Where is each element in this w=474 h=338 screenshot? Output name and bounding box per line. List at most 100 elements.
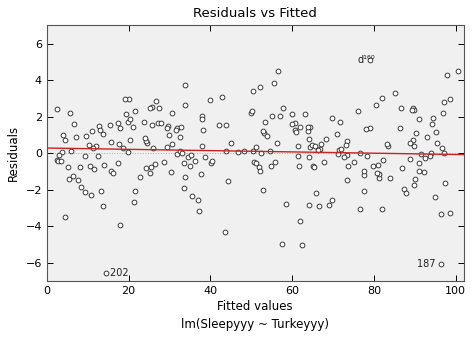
Point <box>148 122 155 127</box>
Point <box>410 143 418 148</box>
Point <box>356 206 364 211</box>
Point <box>306 144 314 150</box>
Point <box>378 96 385 101</box>
Point <box>295 144 302 149</box>
Point <box>267 163 275 169</box>
Point <box>335 148 342 153</box>
Point <box>206 97 214 103</box>
Point <box>130 199 137 204</box>
Point <box>224 178 232 184</box>
Point <box>108 139 115 145</box>
Point <box>440 151 448 156</box>
Point <box>77 184 85 190</box>
Point <box>334 151 342 156</box>
Point <box>126 117 134 122</box>
Point <box>310 165 318 170</box>
Point <box>283 201 290 207</box>
Point <box>257 150 265 155</box>
Point <box>361 172 368 177</box>
Point <box>316 203 323 209</box>
Point <box>131 188 138 193</box>
Point <box>305 154 312 160</box>
Point <box>292 130 300 135</box>
X-axis label: Fitted values
lm(Sleepyyy ~ Turkeyyy): Fitted values lm(Sleepyyy ~ Turkeyyy) <box>182 300 329 331</box>
Point <box>116 141 123 147</box>
Point <box>92 143 100 148</box>
Point <box>323 137 330 142</box>
Point <box>176 149 183 154</box>
Point <box>407 141 414 146</box>
Point <box>261 130 268 136</box>
Point <box>274 68 282 74</box>
Point <box>401 186 408 192</box>
Point <box>429 115 437 121</box>
Point <box>295 163 303 169</box>
Point <box>126 137 134 143</box>
Point <box>410 183 418 188</box>
Point <box>446 210 454 215</box>
Point <box>240 149 248 154</box>
Point <box>146 170 154 176</box>
Point <box>375 171 383 177</box>
Point <box>164 123 172 128</box>
Point <box>195 209 202 214</box>
Point <box>173 125 181 130</box>
Point <box>77 164 84 169</box>
Point <box>99 203 107 208</box>
Point <box>199 113 206 119</box>
Point <box>221 229 228 235</box>
Point <box>200 127 207 132</box>
Point <box>219 95 226 100</box>
Point <box>62 138 69 143</box>
Point <box>61 214 69 219</box>
Point <box>163 125 171 130</box>
Point <box>386 175 393 180</box>
Text: 202: 202 <box>108 268 129 278</box>
Point <box>410 138 417 143</box>
Point <box>276 113 283 118</box>
Point <box>437 212 444 217</box>
Point <box>191 159 199 164</box>
Point <box>416 160 423 166</box>
Point <box>146 105 154 111</box>
Point <box>68 148 75 154</box>
Point <box>411 177 419 182</box>
Point <box>402 190 410 195</box>
Point <box>109 170 117 175</box>
Point <box>396 125 403 131</box>
Point <box>106 122 114 127</box>
Point <box>53 106 61 112</box>
Point <box>85 142 92 148</box>
Point <box>250 148 257 153</box>
Point <box>333 131 340 136</box>
Point <box>164 145 171 150</box>
Point <box>343 152 350 157</box>
Point <box>95 123 103 129</box>
Point <box>168 142 176 147</box>
Point <box>317 147 324 152</box>
Point <box>441 180 448 186</box>
Point <box>55 152 63 158</box>
Point <box>294 154 302 159</box>
Point <box>278 242 286 247</box>
Point <box>397 105 404 111</box>
Point <box>249 89 256 94</box>
Point <box>412 130 419 136</box>
Point <box>94 153 102 159</box>
Point <box>350 159 358 165</box>
Point <box>180 161 187 166</box>
Point <box>187 152 195 158</box>
Point <box>155 105 163 110</box>
Point <box>137 174 144 179</box>
Point <box>305 203 312 208</box>
Point <box>100 163 108 168</box>
Point <box>366 125 374 130</box>
Point <box>424 134 431 140</box>
Point <box>140 119 148 125</box>
Point <box>179 150 186 155</box>
Point <box>253 161 260 166</box>
Point <box>114 120 121 125</box>
Point <box>439 111 447 116</box>
Point <box>107 168 115 173</box>
Point <box>65 176 73 182</box>
